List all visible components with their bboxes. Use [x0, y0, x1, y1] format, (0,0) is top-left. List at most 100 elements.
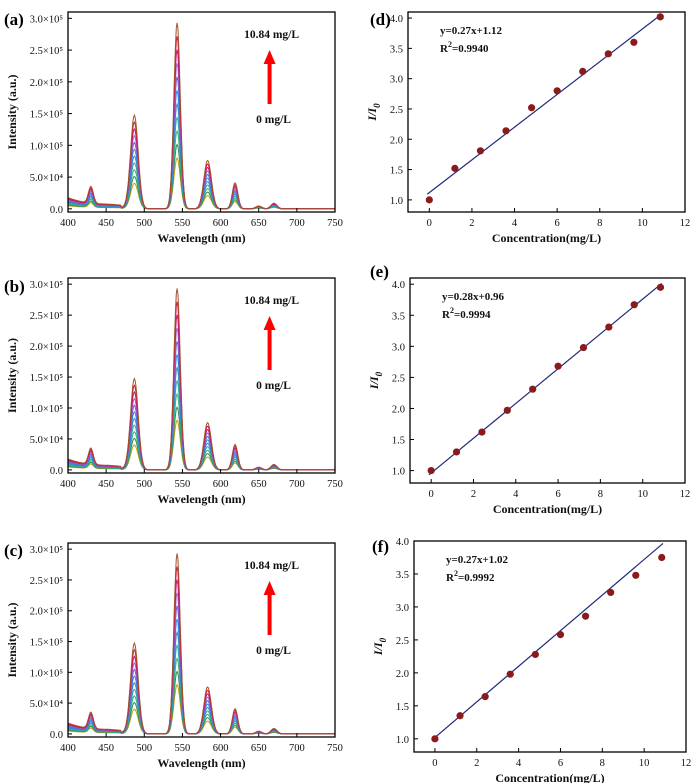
y-tick-label: 3.5 — [396, 570, 409, 581]
y-tick-label: 2.5 — [396, 636, 409, 647]
y-tick-label: 2.5×10⁵ — [30, 576, 64, 587]
x-tick-label: 750 — [327, 743, 343, 754]
spectrum-curve — [67, 63, 335, 210]
y-tick-label: 5.0×10⁴ — [30, 699, 64, 710]
fit-line — [426, 13, 662, 195]
x-tick-label: 400 — [60, 743, 76, 754]
r-squared-symbol: R — [440, 43, 449, 55]
y-tick-label: 3.0 — [396, 603, 409, 614]
y-tick-label: 2.0×10⁵ — [30, 607, 64, 618]
x-tick-label: 12 — [680, 218, 691, 229]
x-tick-label: 600 — [213, 218, 229, 229]
y-tick-label: 3.0 — [390, 75, 403, 86]
y-tick-label: 3.5 — [392, 311, 405, 322]
x-tick-label: 2 — [474, 758, 479, 769]
data-point — [452, 448, 461, 456]
x-tick-label: 4 — [516, 758, 522, 769]
spectrum-curve — [67, 327, 335, 471]
x-tick-label: 2 — [469, 218, 474, 229]
x-tick-label: 450 — [98, 743, 114, 754]
spectrum-curve — [67, 553, 335, 735]
r-squared-superscript: 2 — [450, 306, 454, 315]
x-tick-label: 400 — [60, 479, 76, 490]
x-tick-label: 4 — [513, 489, 519, 500]
fit-equation: y=0.28x+0.96 — [442, 291, 505, 303]
panel-label: (b) — [4, 277, 25, 296]
y-tick-label: 1.5 — [390, 166, 403, 177]
annotation-max-conc: 10.84 mg/L — [244, 29, 299, 41]
y-tick-label: 3.0 — [392, 342, 405, 353]
increase-arrow-head — [263, 50, 276, 64]
y-tick-label: 2.5×10⁵ — [30, 311, 64, 322]
data-point — [579, 67, 587, 75]
calibration-panel-4: 0 2 4 6 8 10 12 1.0 1.5 2.0 2.5 3.0 3.5 4.0 y=0.28x+0.… — [367, 262, 690, 516]
x-tick-label: 8 — [598, 489, 603, 500]
x-tick-label: 2 — [471, 489, 476, 500]
y-tick-label: 1.5 — [396, 702, 409, 713]
y-tick-label: 0.0 — [50, 205, 63, 216]
data-point — [503, 406, 511, 414]
r-squared: R2=0.9940 — [440, 40, 489, 55]
y-tick-label: 1.5×10⁵ — [30, 638, 64, 649]
x-tick-label: 550 — [175, 743, 191, 754]
panel-label: (a) — [4, 10, 24, 29]
x-tick-label: 500 — [136, 218, 152, 229]
spectrum-curve — [67, 618, 335, 735]
y-axis-label-main: I/I — [367, 375, 381, 390]
spectrum-curve — [67, 22, 335, 210]
x-tick-label: 8 — [600, 758, 605, 769]
y-tick-label: 1.5×10⁵ — [30, 110, 64, 121]
x-tick-label: 750 — [327, 479, 343, 490]
r-squared: R2=0.9994 — [442, 306, 491, 321]
x-tick-label: 600 — [213, 743, 229, 754]
data-point — [506, 670, 514, 678]
fit-equation: y=0.27x+1.02 — [446, 554, 509, 566]
y-tick-label: 4.0 — [390, 14, 403, 25]
spectrum-curve — [67, 354, 335, 471]
y-tick-label: 2.0 — [390, 135, 403, 146]
data-point — [451, 164, 459, 172]
x-axis-label: Wavelength (nm) — [157, 492, 245, 506]
y-tick-label: 3.0×10⁵ — [30, 280, 64, 291]
x-tick-label: 400 — [60, 218, 76, 229]
y-tick-label: 1.0×10⁵ — [30, 404, 64, 415]
annotation-min-conc: 0 mg/L — [256, 114, 291, 126]
y-axis-label: I/I0 — [365, 103, 382, 122]
r-squared-superscript: 2 — [454, 569, 458, 578]
x-tick-label: 650 — [251, 218, 267, 229]
y-tick-label: 2.5×10⁵ — [30, 46, 64, 57]
x-tick-label: 550 — [175, 479, 191, 490]
spectrum-curve — [67, 288, 335, 471]
data-point — [431, 735, 439, 743]
y-tick-label: 1.5×10⁵ — [30, 373, 64, 384]
data-point — [476, 147, 485, 155]
y-tick-label: 4.0 — [396, 537, 409, 548]
r-squared-superscript: 2 — [448, 40, 452, 49]
fit-line — [428, 283, 663, 476]
data-point — [502, 127, 510, 135]
x-tick-label: 700 — [289, 218, 305, 229]
y-tick-label: 5.0×10⁴ — [30, 435, 64, 446]
x-axis-label: Concentration(mg/L) — [493, 502, 602, 516]
x-tick-label: 0 — [427, 218, 432, 229]
spectrum-curve — [67, 341, 335, 471]
data-point — [630, 301, 638, 309]
y-axis-label: Intensity (a.u.) — [5, 338, 19, 413]
y-axis-label-sub: 0 — [372, 103, 382, 108]
y-axis-label: Intensity (a.u.) — [5, 74, 19, 149]
r-squared-value: =0.9940 — [452, 43, 489, 55]
y-axis-label: I/I0 — [371, 637, 388, 656]
y-tick-label: 2.0×10⁵ — [30, 78, 64, 89]
y-tick-label: 1.0×10⁵ — [30, 668, 64, 679]
y-tick-label: 2.0 — [396, 669, 409, 680]
x-tick-label: 500 — [136, 479, 152, 490]
data-point — [531, 650, 539, 659]
x-tick-label: 10 — [639, 758, 650, 769]
data-point — [554, 362, 562, 370]
y-tick-label: 3.0×10⁵ — [30, 545, 64, 556]
x-tick-label: 8 — [597, 218, 602, 229]
r-squared-value: =0.9994 — [454, 309, 491, 321]
increase-arrow-head — [263, 581, 276, 595]
data-point — [630, 38, 638, 46]
